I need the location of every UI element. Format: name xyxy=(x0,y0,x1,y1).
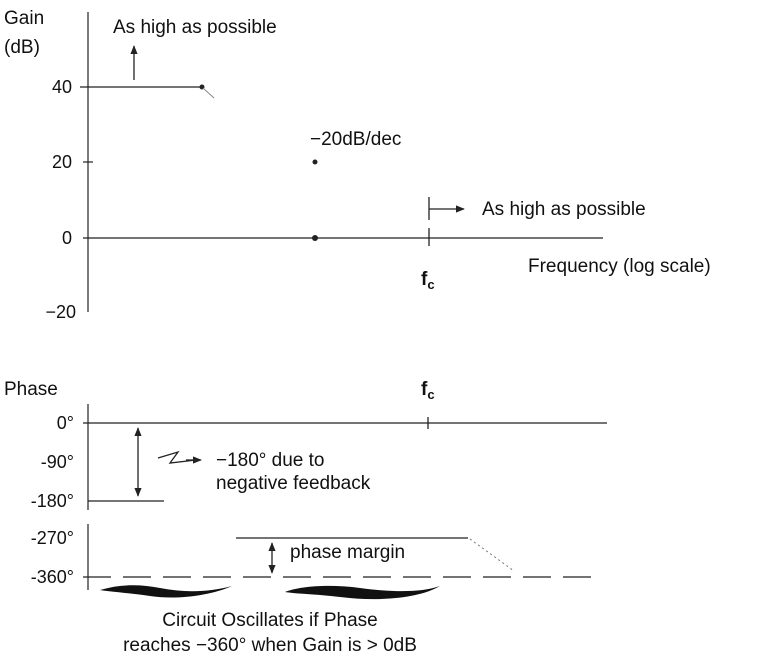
gain-slope-point-0db xyxy=(312,235,318,241)
phase-tick-180: -180° xyxy=(31,491,74,511)
gain-tick-0: 0 xyxy=(62,228,72,248)
phase-fc-label: fc xyxy=(421,379,435,402)
gain-slope-point-20db xyxy=(312,159,318,165)
note-180-line1: −180° due to xyxy=(216,450,325,471)
phase-margin-label: phase margin xyxy=(290,542,405,563)
phase-axis-title: Phase xyxy=(4,379,58,400)
phase-tick-270: -270° xyxy=(31,528,74,548)
zigzag-pointer xyxy=(157,450,197,464)
gain-axis-title-line1: Gain xyxy=(4,8,44,29)
gain-as-high-as-possible: As high as possible xyxy=(113,17,277,38)
gain-plot: Gain (dB) 40 20 0 −20 As high as possibl… xyxy=(4,8,711,322)
gain-rolloff-hint xyxy=(202,87,215,99)
gain-tick-20: 20 xyxy=(52,152,72,172)
gain-slope-label: −20dB/dec xyxy=(310,129,401,150)
phase-tick-0: 0° xyxy=(57,413,74,433)
gain-fc-label: fc xyxy=(421,269,435,292)
phase-plot: Phase fc 0° -90° -180° -270° -360° −180°… xyxy=(4,379,607,600)
gain-tick-neg20: −20 xyxy=(45,302,76,322)
oscillation-brace-left xyxy=(100,585,232,598)
fc-as-high-as-possible: As high as possible xyxy=(482,199,646,220)
phase-rolloff-segment xyxy=(469,538,515,572)
frequency-axis-title: Frequency (log scale) xyxy=(528,256,711,277)
phase-tick-360: -360° xyxy=(31,567,74,587)
phase-tick-90: -90° xyxy=(41,452,74,472)
gain-tick-40: 40 xyxy=(52,77,72,97)
caption-line2: reaches −360° when Gain is > 0dB xyxy=(123,635,417,656)
note-180-line2: negative feedback xyxy=(216,473,371,494)
caption: Circuit Oscillates if Phase reaches −360… xyxy=(123,610,417,656)
gain-axis-title-line2: (dB) xyxy=(4,37,40,58)
oscillation-brace-right xyxy=(285,585,440,600)
caption-line1: Circuit Oscillates if Phase xyxy=(162,610,377,631)
